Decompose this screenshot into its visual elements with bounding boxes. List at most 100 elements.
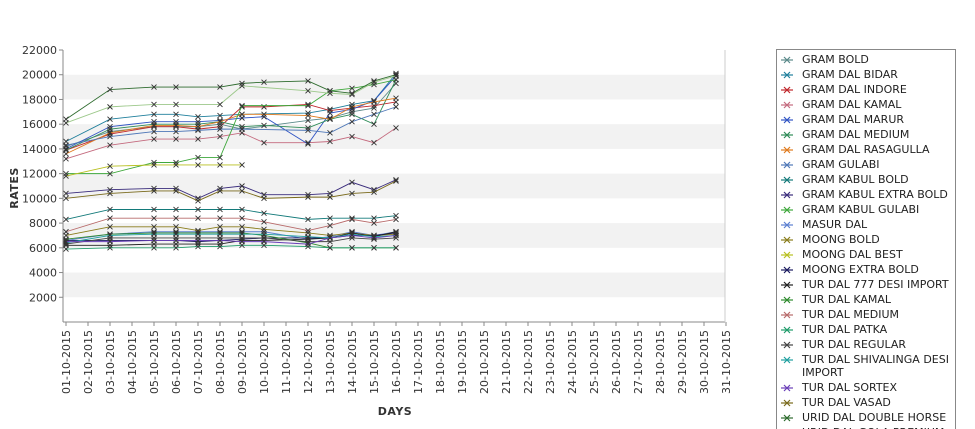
- x-tick-label: 23-10-2015: [544, 330, 557, 394]
- data-point: [327, 215, 333, 221]
- legend-label: TUR DAL VASAD: [802, 396, 891, 409]
- data-point: [107, 223, 113, 230]
- data-point: [305, 141, 311, 147]
- data-point: [217, 112, 223, 119]
- data-point: [261, 231, 267, 238]
- y-tick-label: 8000: [29, 217, 57, 230]
- data-point: [261, 122, 267, 129]
- series-group: [63, 99, 399, 153]
- data-point: [349, 133, 355, 140]
- legend-marker-icon: [781, 399, 793, 407]
- data-point: [349, 216, 355, 223]
- data-point: [107, 238, 113, 245]
- x-tick-label: 25-10-2015: [588, 330, 601, 394]
- data-point: [349, 190, 355, 197]
- y-tick-label: 20000: [22, 69, 57, 82]
- y-tick-label: 6000: [29, 242, 57, 255]
- legend-marker-icon: [781, 101, 793, 109]
- data-point: [107, 232, 113, 239]
- data-point: [239, 215, 245, 221]
- data-point: [151, 136, 157, 142]
- series-group: [63, 95, 399, 157]
- legend-marker-icon: [781, 296, 793, 304]
- x-tick-label: 08-10-2015: [214, 330, 227, 394]
- x-tick-label: 13-10-2015: [324, 330, 337, 394]
- legend-item: GRAM DAL BIDAR: [777, 68, 955, 81]
- data-point: [151, 128, 157, 135]
- data-point: [239, 188, 245, 194]
- data-point: [107, 142, 113, 149]
- data-point: [151, 231, 157, 238]
- data-point: [217, 101, 223, 108]
- data-point: [239, 126, 245, 132]
- data-point: [173, 223, 179, 230]
- data-point: [371, 215, 377, 221]
- axes: [62, 50, 726, 323]
- legend-item: GRAM DAL RASAGULLA: [777, 143, 955, 156]
- legend-label: GRAM DAL RASAGULLA: [802, 143, 930, 156]
- legend-item: TUR DAL 777 DESI IMPORT: [777, 278, 955, 291]
- data-point: [151, 237, 157, 244]
- y-axis-title: RATES: [8, 167, 21, 209]
- data-point: [393, 125, 399, 131]
- data-point: [305, 243, 311, 250]
- x-tick-label: 29-10-2015: [676, 330, 689, 394]
- data-point: [393, 235, 399, 241]
- data-point: [239, 111, 245, 118]
- data-point: [151, 162, 157, 168]
- data-point: [371, 121, 377, 128]
- data-point: [261, 139, 267, 146]
- legend-marker-icon: [781, 356, 793, 364]
- x-tick-label: 10-10-2015: [258, 330, 271, 394]
- data-point: [371, 233, 377, 240]
- series-line: [65, 106, 397, 146]
- legend-marker-icon: [781, 236, 793, 244]
- y-tick-label: 4000: [29, 267, 57, 280]
- data-point: [63, 195, 69, 202]
- data-point: [195, 113, 201, 120]
- data-point: [305, 227, 311, 234]
- legend-item: GRAM BOLD: [777, 53, 955, 66]
- data-point: [107, 170, 113, 177]
- data-point: [195, 162, 201, 168]
- data-point: [371, 189, 377, 196]
- data-point: [261, 210, 267, 217]
- data-point: [393, 230, 399, 236]
- data-point: [107, 104, 113, 110]
- legend-label: TUR DAL PATKA: [802, 323, 888, 336]
- data-point: [349, 118, 355, 125]
- legend-marker-icon: [781, 116, 793, 124]
- data-point: [173, 159, 179, 166]
- data-point: [151, 244, 157, 251]
- data-point: [305, 78, 311, 84]
- data-point: [393, 104, 399, 110]
- series-group: [63, 73, 399, 126]
- data-point: [217, 185, 223, 192]
- data-point: [195, 154, 201, 161]
- data-point: [195, 237, 201, 244]
- data-point: [173, 136, 179, 142]
- x-tick-label: 09-10-2015: [236, 330, 249, 394]
- data-point: [239, 83, 245, 89]
- data-point: [239, 162, 245, 168]
- x-tick-label: 21-10-2015: [500, 330, 513, 394]
- data-point: [217, 206, 223, 213]
- x-tick-label: 15-10-2015: [368, 330, 381, 394]
- legend-marker-icon: [781, 221, 793, 229]
- data-point: [217, 223, 223, 230]
- data-point: [349, 85, 355, 92]
- x-tick-label: 12-10-2015: [302, 330, 315, 394]
- data-point: [151, 223, 157, 230]
- data-point: [217, 154, 223, 161]
- y-tick-label: 16000: [22, 118, 57, 131]
- legend-item: GRAM KABUL GULABI: [777, 203, 955, 216]
- legend-label: MOONG BOLD: [802, 233, 880, 246]
- data-point: [173, 231, 179, 238]
- legend-label: TUR DAL REGULAR: [802, 338, 907, 351]
- legend-marker-icon: [781, 131, 793, 139]
- legend-item: GRAM KABUL BOLD: [777, 173, 955, 186]
- y-tick-label: 10000: [22, 192, 57, 205]
- legend-marker-icon: [781, 56, 793, 64]
- data-point: [217, 188, 223, 194]
- series-group: [63, 125, 399, 162]
